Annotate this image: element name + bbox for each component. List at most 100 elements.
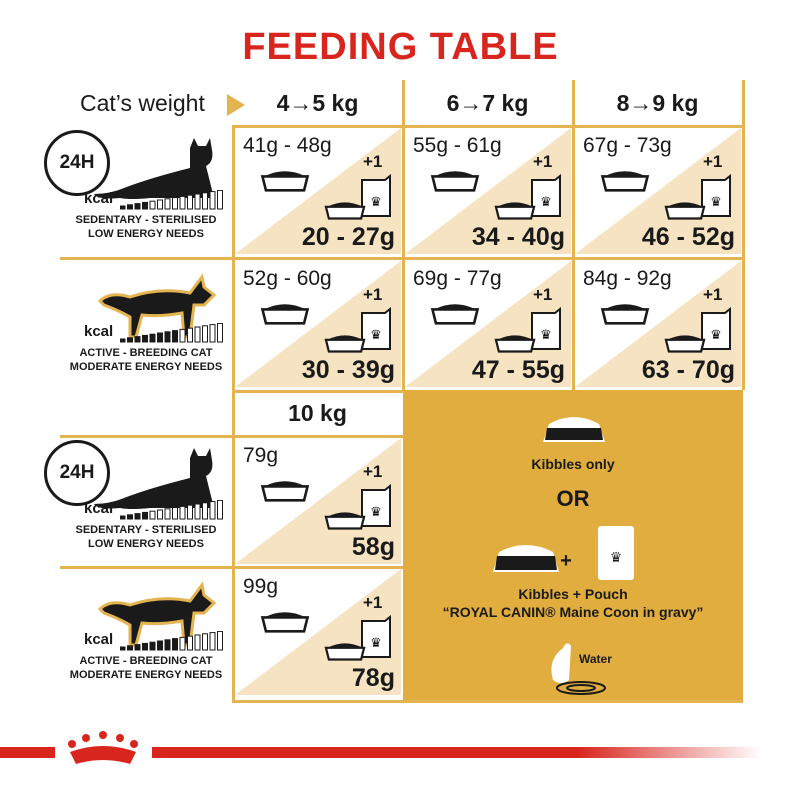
dry-only-amount: 41g - 48g (243, 134, 332, 157)
kibble-bowl-icon (493, 331, 537, 358)
grid-divider (232, 125, 743, 128)
profile-sedentary: 24H kcal SEDENTARY - STERILISED LOW ENERGY … (44, 438, 232, 566)
profile-line2: LOW ENERGY NEEDS (88, 228, 204, 240)
feeding-cell: 55g - 61g +1 ♛ 34 - 40g (405, 128, 571, 254)
kibble-bowl-icon (323, 198, 367, 225)
cat-drinking-icon (551, 643, 606, 695)
cat-lying-icon (90, 138, 220, 213)
pouch-icon: ♛ (598, 526, 634, 580)
grid-divider (232, 700, 743, 703)
profile-line2: MODERATE ENERGY NEEDS (69, 669, 223, 681)
kibble-bowl-icon (493, 198, 537, 225)
kibble-bowl-icon (429, 299, 481, 330)
feeding-cell: 79g +1 ♛ 58g (235, 438, 401, 564)
kibbles-with-pouch-amount: 63 - 70g (641, 356, 735, 384)
profile-line1: ACTIVE - BREEDING CAT (79, 347, 213, 359)
page-title: FEEDING TABLE (242, 26, 559, 68)
kcal-level-bars (119, 322, 230, 348)
dry-only-amount: 55g - 61g (413, 134, 502, 157)
plus-one-pouch-label: +1 (363, 285, 383, 304)
kibble-bowl-icon (493, 545, 559, 572)
svg-text:♛: ♛ (370, 194, 382, 209)
feeding-cell: 84g - 92g +1 ♛ 63 - 70g (575, 261, 741, 387)
kibble-bowl-icon (259, 299, 311, 330)
feeding-cell: 41g - 48g +1 ♛ 20 - 27g (235, 128, 401, 254)
svg-text:♛: ♛ (370, 504, 382, 519)
kibble-bowl-icon (323, 508, 367, 535)
profile-line2: MODERATE ENERGY NEEDS (69, 361, 223, 373)
plus-one-pouch-label: +1 (363, 152, 383, 171)
grid-divider (232, 390, 403, 393)
feeding-cell: 52g - 60g +1 ♛ 30 - 39g (235, 261, 401, 387)
kcal-label: kcal (84, 323, 114, 340)
kibbles-with-pouch-amount: 47 - 55g (471, 356, 565, 384)
dry-only-amount: 67g - 73g (583, 134, 672, 157)
profile-line1: SEDENTARY - STERILISED (75, 214, 217, 226)
kibble-bowl-icon (323, 639, 367, 666)
footer-line (0, 747, 55, 758)
feeding-cell: 67g - 73g +1 ♛ 46 - 52g (575, 128, 741, 254)
legend-panel: Kibbles only OR + ♛ Kibbles + Pouch “ROY… (403, 390, 743, 700)
kibbles-with-pouch-amount: 46 - 52g (641, 223, 735, 251)
kibbles-only-label: Kibbles only (531, 456, 615, 472)
plus-one-pouch-label: +1 (703, 152, 723, 171)
kibbles-with-pouch-amount: 58g (351, 533, 395, 561)
or-label: OR (556, 486, 590, 511)
plus-one-pouch-label: +1 (363, 462, 383, 481)
svg-text:♛: ♛ (610, 549, 623, 565)
grid-divider (572, 80, 575, 390)
kibble-bowl-icon (663, 331, 707, 358)
kibble-bowl-icon (599, 299, 651, 330)
footer-line (152, 747, 762, 758)
profile-active: kcal ACTIVE - BREEDING CAT MODERATE ENERGY… (60, 569, 232, 697)
profile-sedentary: 24H kcal SEDENTARY - STERILISED LOW ENERGY … (44, 128, 232, 256)
kibbles-with-pouch-amount: 34 - 40g (471, 223, 565, 251)
weight-label: Cat’s weight (80, 90, 205, 116)
clock-24h-icon: 24H (44, 130, 110, 196)
dry-only-amount: 52g - 60g (243, 267, 332, 290)
grid-divider (402, 80, 405, 390)
kcal-label: kcal (84, 631, 114, 648)
kibbles-with-pouch-amount: 30 - 39g (301, 356, 395, 384)
svg-text:♛: ♛ (370, 635, 382, 650)
plus-one-pouch-label: +1 (363, 593, 383, 612)
feeding-cell: 69g - 77g +1 ♛ 47 - 55g (405, 261, 571, 387)
dry-only-amount: 99g (243, 575, 279, 598)
kcal-label: kcal (84, 500, 114, 517)
dry-only-amount: 84g - 92g (583, 267, 672, 290)
profile-active: kcal ACTIVE - BREEDING CAT MODERATE ENERGY… (60, 261, 232, 389)
grid-divider (60, 435, 403, 438)
kibble-bowl-icon (323, 331, 367, 358)
dry-only-amount: 79g (243, 444, 279, 467)
profile-line2: LOW ENERGY NEEDS (88, 538, 204, 550)
profile-line1: ACTIVE - BREEDING CAT (79, 655, 213, 667)
dry-only-amount: 69g - 77g (413, 267, 502, 290)
kcal-level-bars (119, 630, 230, 656)
kibbles-with-pouch-amount: 78g (351, 664, 395, 692)
kibbles-pouch-label: Kibbles + Pouch (518, 586, 628, 602)
kibble-bowl-icon (259, 476, 311, 507)
plus-label: + (560, 550, 572, 572)
kcal-level-bars (119, 189, 230, 215)
grid-divider (60, 257, 743, 260)
column-header: 10 kg (288, 400, 347, 426)
plus-one-pouch-label: +1 (703, 285, 723, 304)
kibble-bowl-icon (543, 417, 605, 442)
kibble-bowl-icon (663, 198, 707, 225)
svg-text:♛: ♛ (710, 194, 722, 209)
plus-one-pouch-label: +1 (533, 285, 553, 304)
column-header: 6→7 kg (446, 90, 529, 116)
kibble-bowl-icon (259, 607, 311, 638)
profile-line1: SEDENTARY - STERILISED (75, 524, 217, 536)
cat-lying-icon (90, 448, 220, 523)
svg-text:♛: ♛ (540, 194, 552, 209)
svg-text:♛: ♛ (370, 327, 382, 342)
royal-canin-crown-logo (68, 731, 138, 764)
grid-divider (232, 127, 235, 700)
grid-divider (60, 566, 403, 569)
kcal-level-bars (119, 499, 230, 525)
kibble-bowl-icon (599, 166, 651, 197)
svg-text:♛: ♛ (710, 327, 722, 342)
grid-divider (742, 80, 745, 390)
kibble-bowl-icon (429, 166, 481, 197)
